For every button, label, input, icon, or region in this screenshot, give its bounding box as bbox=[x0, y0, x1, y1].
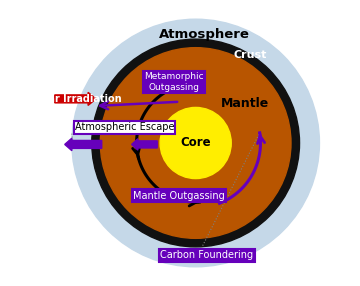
Text: Metamorphic
Outgassing: Metamorphic Outgassing bbox=[144, 72, 204, 92]
Text: Atmospheric Escape: Atmospheric Escape bbox=[75, 122, 174, 132]
FancyArrow shape bbox=[65, 138, 102, 151]
Text: Mantle: Mantle bbox=[221, 97, 270, 110]
Circle shape bbox=[92, 39, 300, 247]
FancyArrow shape bbox=[132, 139, 157, 150]
Text: Carbon Foundering: Carbon Foundering bbox=[161, 251, 253, 261]
Text: Crust: Crust bbox=[233, 50, 266, 60]
Text: Atmosphere: Atmosphere bbox=[159, 28, 249, 41]
Circle shape bbox=[100, 48, 291, 238]
FancyArrow shape bbox=[55, 92, 96, 106]
Text: Stellar Irradiation: Stellar Irradiation bbox=[23, 94, 121, 104]
Text: Mantle Outgassing: Mantle Outgassing bbox=[133, 191, 224, 201]
Circle shape bbox=[160, 108, 231, 178]
Circle shape bbox=[72, 19, 319, 267]
Text: Core: Core bbox=[180, 136, 211, 150]
